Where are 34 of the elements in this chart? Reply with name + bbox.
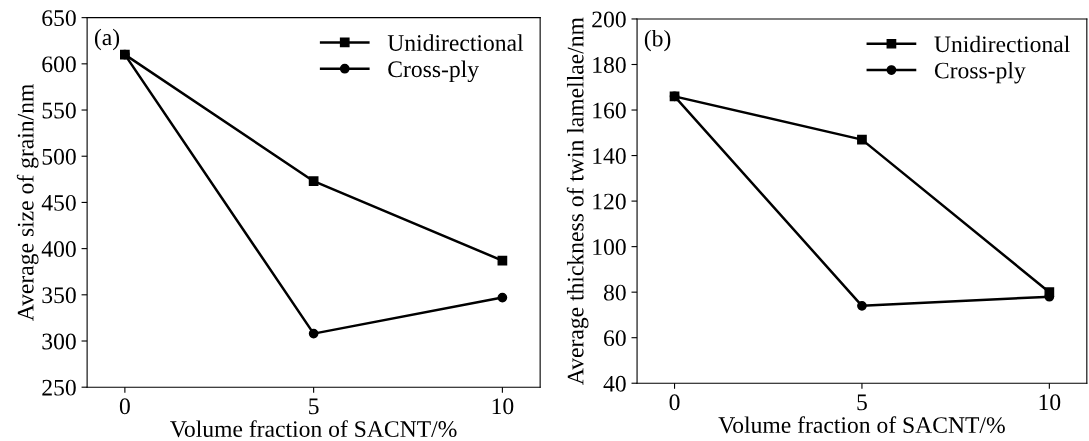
x-tick-label: 0 xyxy=(119,398,130,415)
y-tick-label: 350 xyxy=(42,287,76,304)
x-axis-title: Volume fraction of SACNT/% xyxy=(170,420,457,438)
y-tick-label: 400 xyxy=(41,241,76,258)
y-tick-label: 500 xyxy=(42,148,76,165)
x-tick-label: 10 xyxy=(492,398,514,415)
legend-label: Cross-ply xyxy=(388,60,479,83)
y-tick-label: 160 xyxy=(593,102,626,119)
legend-label: Cross-ply xyxy=(934,61,1026,84)
legend-label: Unidirectional xyxy=(934,35,1070,53)
y-tick-label: 60 xyxy=(604,330,626,347)
annotation: (b) xyxy=(644,29,671,52)
legend-label: Unidirectional xyxy=(387,34,524,51)
x-tick-label: 10 xyxy=(1039,394,1061,411)
y-tick-label: 180 xyxy=(593,56,626,73)
y-tick-label: 40 xyxy=(603,375,626,392)
y-tick-label: 80 xyxy=(603,284,626,301)
x-tick-label: 5 xyxy=(857,394,867,411)
y-tick-label: 450 xyxy=(41,194,76,211)
y-tick-label: 600 xyxy=(42,56,76,73)
x-tick-label: 5 xyxy=(309,398,319,415)
y-axis-title: Average thickness of twin lamellae/nm xyxy=(566,17,589,385)
y-tick-label: 200 xyxy=(592,11,626,28)
y-tick-label: 650 xyxy=(42,10,76,27)
y-tick-label: 550 xyxy=(42,102,76,119)
x-axis-title: Volume fraction of SACNT/% xyxy=(718,416,1005,434)
x-tick-label: 0 xyxy=(669,394,680,411)
y-tick-label: 140 xyxy=(593,148,626,164)
y-tick-label: 250 xyxy=(42,379,76,396)
y-tick-label: 120 xyxy=(593,193,626,210)
y-axis-title: Average size of grain/nm xyxy=(16,84,39,321)
annotation: (a) xyxy=(94,28,120,51)
y-tick-label: 300 xyxy=(42,333,76,350)
y-tick-label: 100 xyxy=(593,239,626,256)
